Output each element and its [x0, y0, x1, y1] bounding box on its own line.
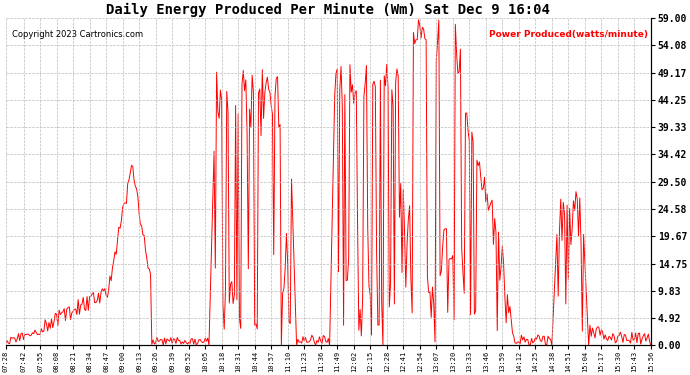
- Text: Power Produced(watts/minute): Power Produced(watts/minute): [489, 30, 648, 39]
- Text: Copyright 2023 Cartronics.com: Copyright 2023 Cartronics.com: [12, 30, 144, 39]
- Title: Daily Energy Produced Per Minute (Wm) Sat Dec 9 16:04: Daily Energy Produced Per Minute (Wm) Sa…: [106, 3, 551, 17]
